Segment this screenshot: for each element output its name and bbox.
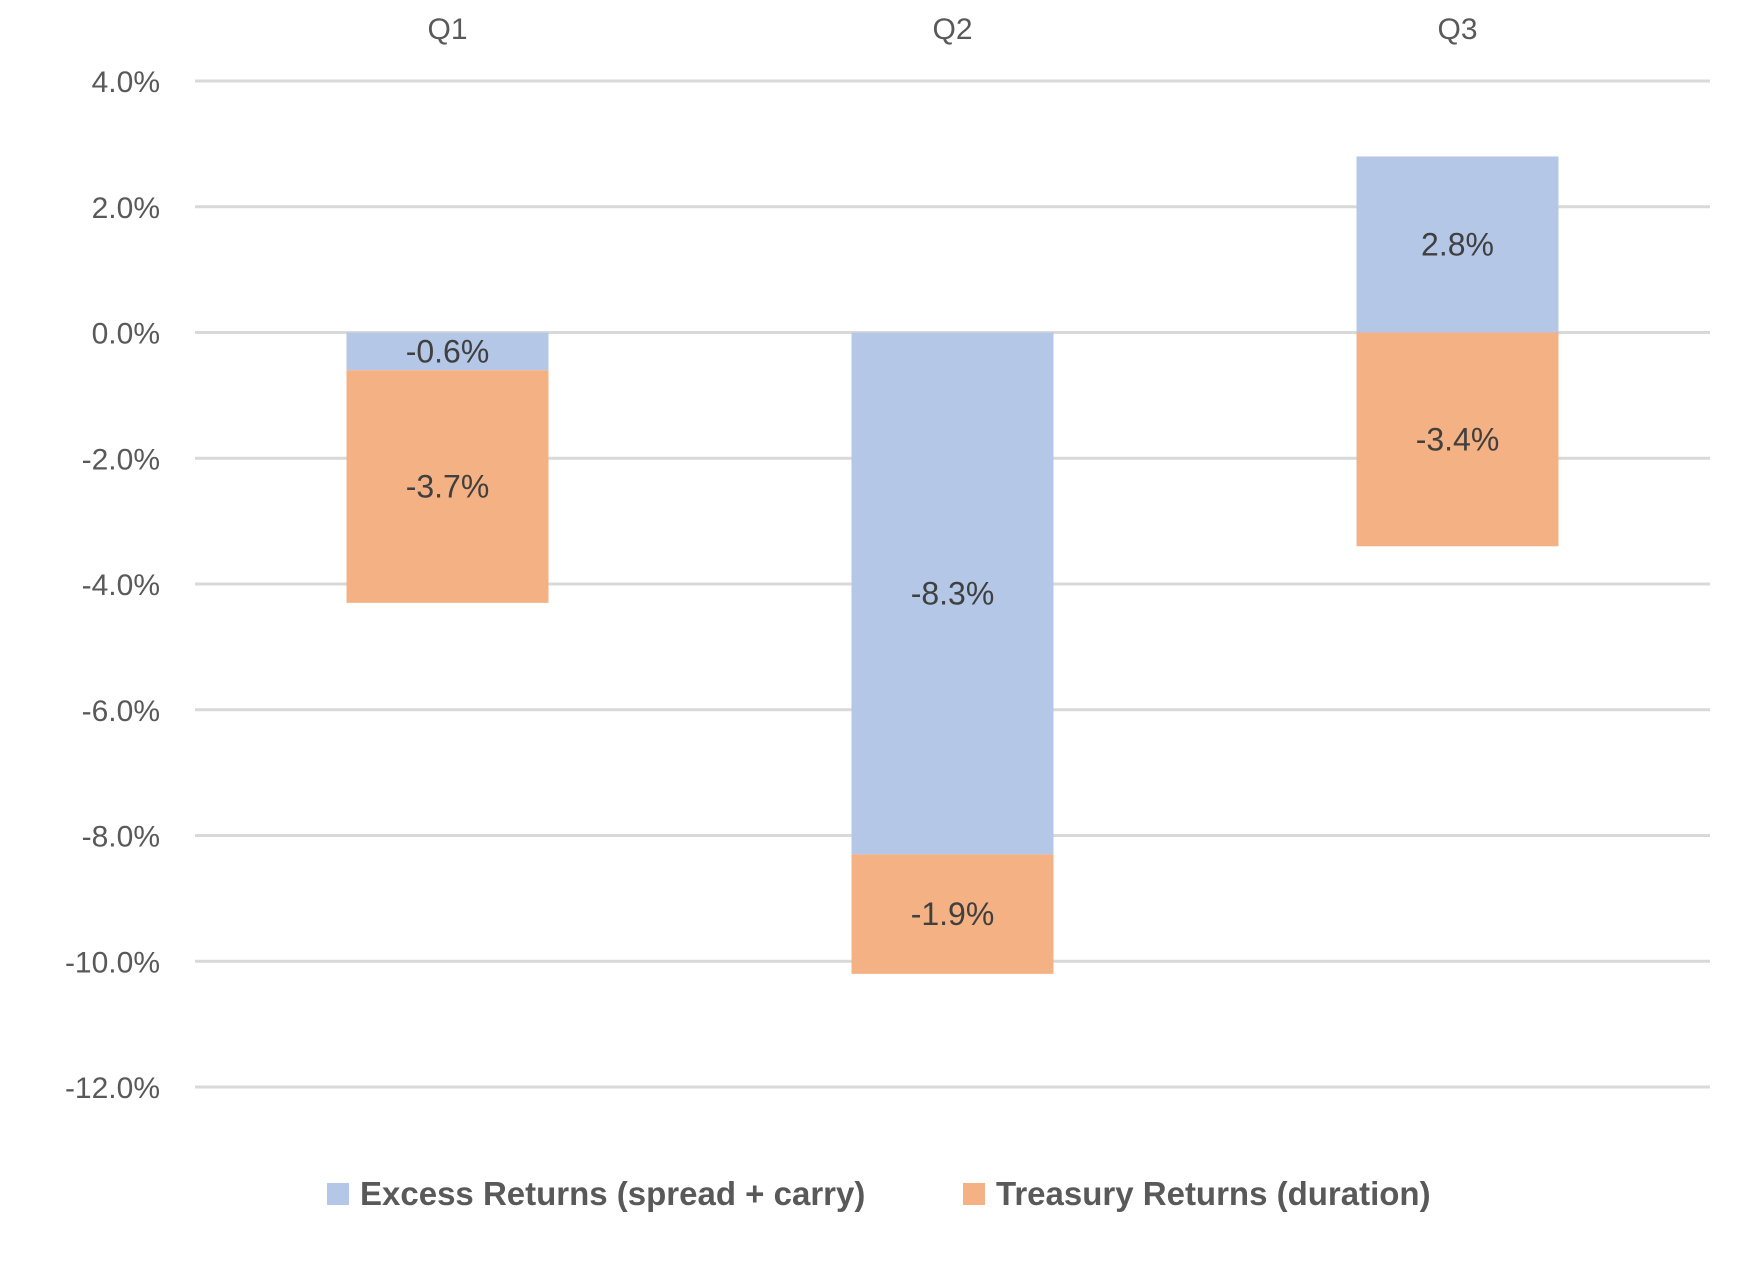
y-tick-label: 2.0% [92,192,160,225]
bar-segment [1356,156,1559,333]
data-label: -3.7% [406,469,490,505]
legend-swatch [327,1183,349,1205]
y-tick-label: -10.0% [65,946,160,979]
legend: Excess Returns (spread + carry) Treasury … [327,1175,1431,1212]
y-tick-label: 0.0% [92,318,160,351]
y-tick-label: 4.0% [92,66,160,99]
category-label: Q2 [932,13,972,46]
bar-segment [346,332,549,371]
y-tick-label: -2.0% [82,443,160,476]
y-tick-label: -8.0% [82,821,160,854]
data-label: 2.8% [1421,226,1494,262]
y-tick-label: -12.0% [65,1072,160,1105]
bar-segment [851,332,1054,855]
bar-segment [851,854,1054,974]
data-label: -0.6% [406,333,490,369]
bar-segment [1356,332,1559,547]
category-label: Q3 [1437,13,1477,46]
data-label: -3.4% [1416,421,1500,457]
data-label: -1.9% [911,896,995,932]
bars [346,156,1559,974]
y-tick-label: -6.0% [82,695,160,728]
bar-segment [346,370,549,603]
legend-label: Excess Returns (spread + carry) [360,1175,865,1212]
category-axis: Q1 Q2 Q3 [427,13,1477,46]
data-label: -8.3% [911,575,995,611]
legend-label: Treasury Returns (duration) [996,1175,1431,1212]
category-label: Q1 [427,13,467,46]
y-axis-ticks: 4.0% 2.0% 0.0% -2.0% -4.0% -6.0% -8.0% -10.0% -1… [65,66,160,1105]
legend-swatch [963,1183,985,1205]
data-labels: -0.6% -3.7% -8.3% -1.9% 2.8% -3.4% [406,226,1500,932]
y-tick-label: -4.0% [82,569,160,602]
